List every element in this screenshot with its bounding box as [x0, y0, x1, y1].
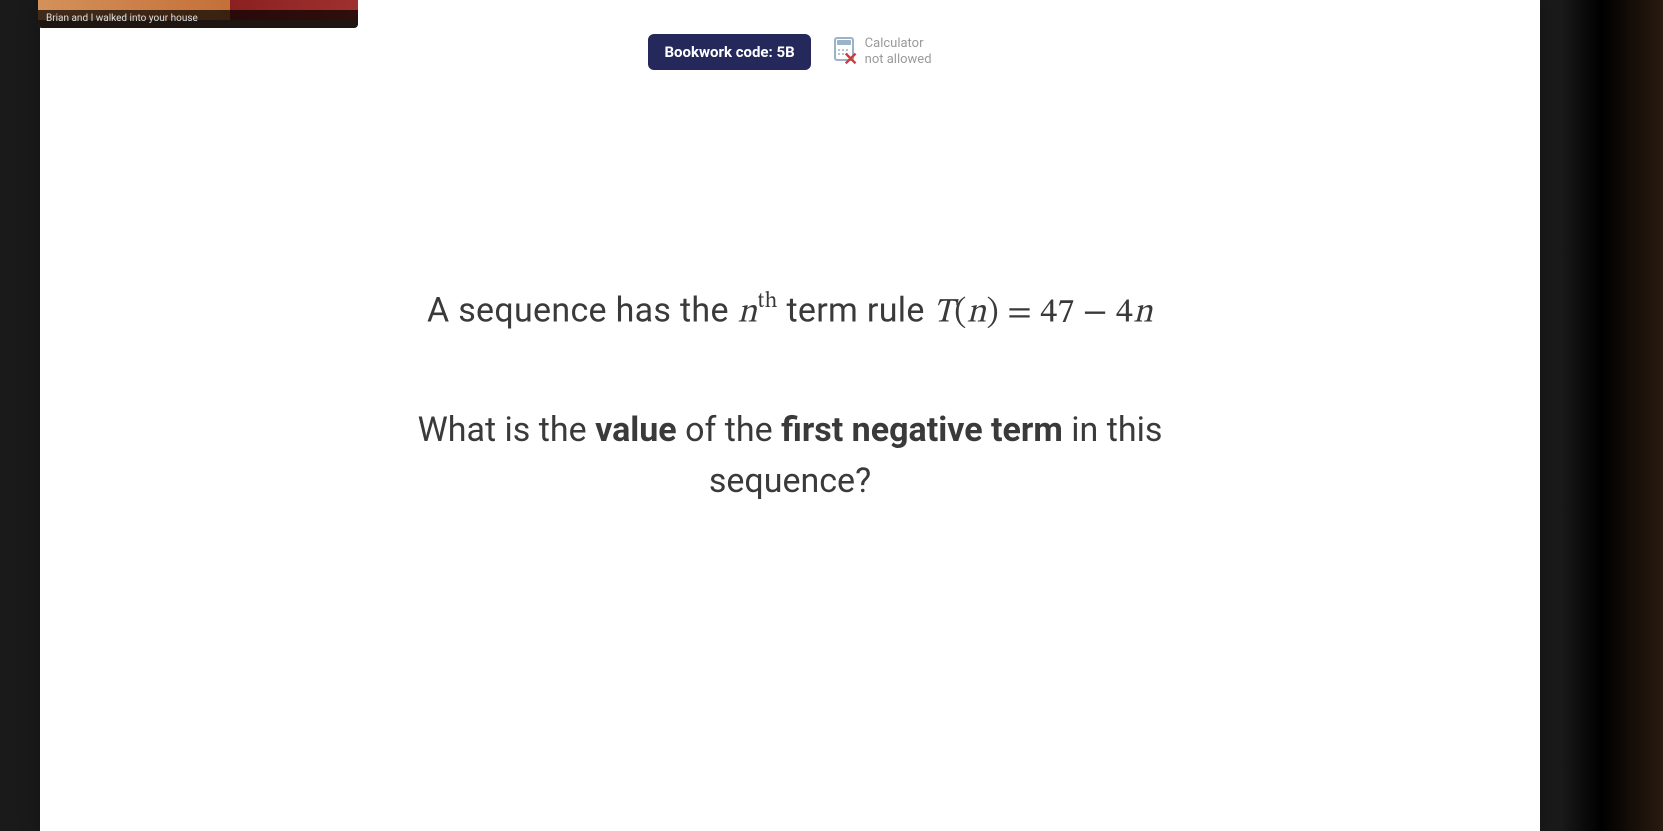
calculator-status-text: Calculator not allowed: [865, 36, 932, 67]
question-area: A sequence has the nth term rule T(n) = …: [40, 290, 1540, 507]
rule-mid: term rule: [778, 290, 934, 330]
rule-T: T: [933, 296, 954, 330]
video-overlay-thumb[interactable]: Brian and I walked into your house: [38, 0, 358, 28]
question-rule-line: A sequence has the nth term rule T(n) = …: [40, 290, 1540, 335]
calculator-not-allowed-icon: ✕: [831, 37, 857, 67]
rule-n: n: [967, 296, 987, 330]
rule-close: ) = 47 − 4: [987, 296, 1134, 330]
calculator-line1: Calculator: [865, 36, 932, 52]
outer-frame: Bookwork code: 5B ✕ Calculator not allow…: [0, 0, 1560, 831]
prompt-bold-first-negative: first negative term: [781, 410, 1063, 450]
rule-open: (: [954, 296, 966, 330]
rule-trail-n: n: [1133, 296, 1153, 330]
calculator-status: ✕ Calculator not allowed: [831, 36, 932, 67]
question-card: Bookwork code: 5B ✕ Calculator not allow…: [40, 0, 1540, 831]
rule-prefix: A sequence has the: [427, 290, 738, 330]
nth-sup: th: [757, 291, 777, 313]
header-row: Bookwork code: 5B ✕ Calculator not allow…: [40, 34, 1540, 70]
prompt-a: What is the: [418, 410, 596, 450]
prompt-bold-value: value: [595, 410, 677, 450]
question-prompt: What is the value of the first negative …: [40, 405, 1540, 507]
nth-n: n: [738, 296, 758, 330]
prompt-c: in this: [1063, 410, 1163, 450]
calculator-line2: not allowed: [865, 52, 932, 68]
overlay-caption: Brian and I walked into your house: [38, 10, 358, 28]
prompt-d: sequence?: [709, 461, 871, 501]
right-border: [1560, 0, 1663, 831]
prompt-b: of the: [677, 410, 781, 450]
bookwork-code-badge: Bookwork code: 5B: [648, 34, 810, 70]
